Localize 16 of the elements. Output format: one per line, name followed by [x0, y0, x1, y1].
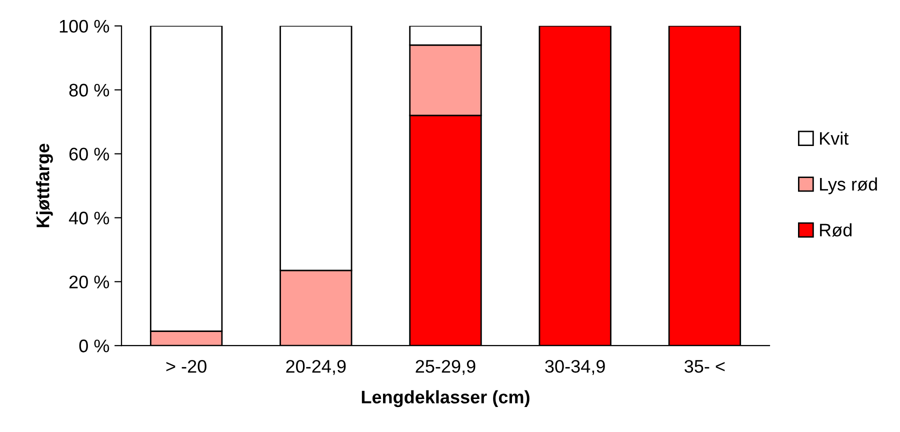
legend-label: Rød — [820, 223, 852, 237]
y-tick-label: 60 % — [69, 148, 110, 161]
y-tick-label: 100 % — [60, 20, 110, 33]
legend-label: Lys rød — [820, 177, 877, 194]
x-tick-label: 30-34,9 — [545, 360, 605, 375]
x-tick-label: 35- < — [684, 360, 725, 373]
y-tick-label: 80 % — [69, 84, 110, 97]
x-tick-label: 25-29,9 — [416, 360, 476, 375]
y-axis-title: Kjøttfarge — [36, 144, 53, 228]
y-tick-label: 40 % — [68, 212, 110, 224]
y-tick-label: 0 % — [79, 340, 110, 352]
y-tick-label: 20 % — [69, 276, 110, 288]
x-tick-label: > -20 — [166, 360, 206, 373]
legend-label: Kvit — [820, 132, 849, 145]
x-axis-title: Lengdeklasser (cm) — [362, 390, 530, 408]
x-tick-label: 20-24,9 — [286, 360, 346, 375]
